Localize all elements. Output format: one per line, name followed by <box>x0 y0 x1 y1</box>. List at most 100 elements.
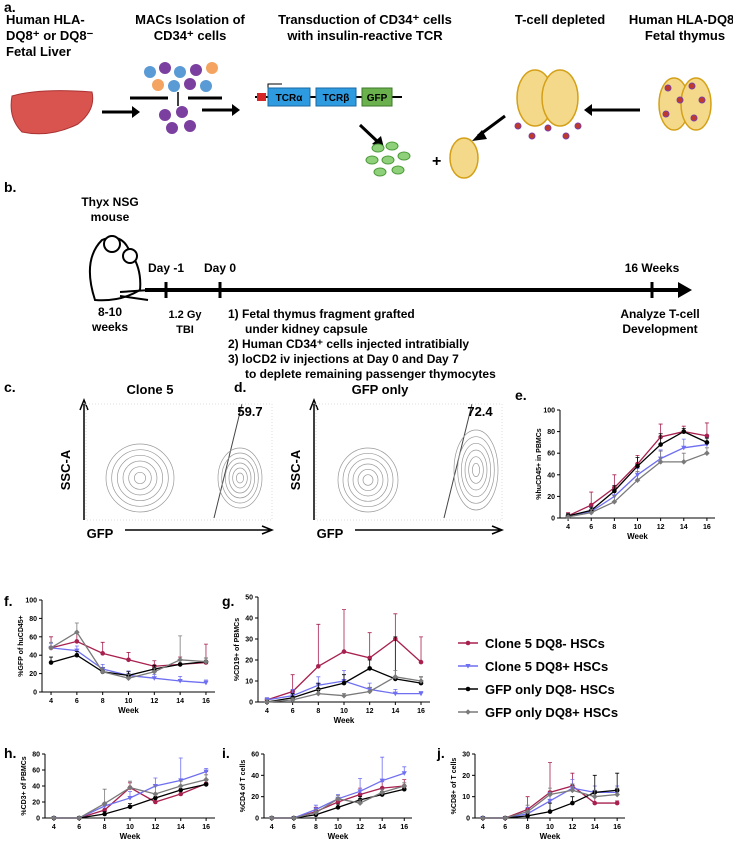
x-tick-label: 8 <box>101 698 105 705</box>
y-tick-label: 80 <box>32 752 40 759</box>
x-tick-label: 16 <box>417 708 425 715</box>
marker <box>465 664 471 669</box>
endpoint: Analyze T-cell <box>620 307 699 321</box>
marker <box>203 680 209 686</box>
panel-label: d. <box>234 379 246 395</box>
y-tick-label: 40 <box>547 472 555 479</box>
x-tick-label: 12 <box>356 824 364 831</box>
x-tick-label: 8 <box>612 524 616 531</box>
y-tick-label: 30 <box>462 752 470 759</box>
marker <box>48 660 54 665</box>
step-text: Transduction of CD34⁺ cells <box>278 12 452 27</box>
y-tick-label: 0 <box>466 816 470 823</box>
endpoint: Development <box>622 322 697 336</box>
contour <box>468 456 484 484</box>
y-axis-label: %CD8+ of T cells <box>451 758 458 815</box>
x-tick-label: 16 <box>400 824 408 831</box>
marker <box>102 811 107 817</box>
marker <box>635 463 640 469</box>
fetal-thymus <box>680 77 712 131</box>
y-axis-label: %CD4 of T cells <box>240 760 247 813</box>
marker <box>127 796 133 801</box>
x-axis-label: Week <box>334 716 355 725</box>
panel-label: c. <box>4 379 16 395</box>
y-tick-label: 80 <box>29 616 37 623</box>
contour <box>471 462 481 478</box>
panel-label: i. <box>222 745 230 761</box>
gene-label: GFP <box>367 93 388 104</box>
marker <box>611 499 618 505</box>
panel-label: j. <box>436 745 445 761</box>
x-axis-label: Week <box>118 706 139 715</box>
contour <box>111 449 169 507</box>
x-tick-label: 6 <box>77 824 81 831</box>
protocol-step: under kidney capsule <box>245 322 368 336</box>
plus-sign: + <box>432 153 441 170</box>
step-text: Fetal Liver <box>6 44 71 59</box>
marker <box>203 782 209 787</box>
marker <box>401 786 407 792</box>
x-tick-label: 4 <box>265 708 269 715</box>
contour <box>464 449 488 491</box>
x-tick-label: 6 <box>503 824 507 831</box>
marker <box>127 784 133 791</box>
marker <box>102 807 107 813</box>
y-tick-label: 20 <box>547 494 555 501</box>
y-tick-label: 20 <box>462 773 470 780</box>
gate-value: 72.4 <box>467 404 493 419</box>
marker <box>480 815 486 821</box>
error-bar <box>615 772 620 791</box>
panel-label: g. <box>222 593 234 609</box>
protocol-step: 1) Fetal thymus fragment grafted <box>228 307 415 321</box>
marker <box>315 690 322 697</box>
error-bar <box>367 632 372 658</box>
y-tick-label: 0 <box>33 690 37 697</box>
marker <box>177 662 183 667</box>
marker <box>178 787 184 793</box>
x-tick-label: 8 <box>314 824 318 831</box>
marker <box>547 791 553 798</box>
x-tick-label: 8 <box>316 708 320 715</box>
axis-arrow <box>355 525 505 535</box>
x-tick-label: 6 <box>75 698 79 705</box>
error-bar <box>358 778 363 792</box>
marker <box>48 645 54 651</box>
marker <box>401 783 408 789</box>
flow-title: GFP only <box>352 382 410 397</box>
legend-label: GFP only DQ8- HSCs <box>485 682 615 697</box>
x-tick-label: 4 <box>481 824 485 831</box>
marker <box>465 709 471 715</box>
contour <box>116 454 164 502</box>
marker <box>681 429 687 434</box>
flow-frame <box>315 403 503 521</box>
contour <box>235 472 245 484</box>
x-tick-label: 10 <box>634 524 642 531</box>
step-text: DQ8⁺ or DQ8⁻ <box>6 28 94 43</box>
x-tick-label: 12 <box>366 708 374 715</box>
error-bar <box>592 774 597 793</box>
x-tick-label: 10 <box>340 708 348 715</box>
marker <box>379 778 385 784</box>
error-bar <box>178 635 183 660</box>
marker <box>366 688 373 695</box>
y-tick-label: 60 <box>547 451 555 458</box>
y-tick-label: 40 <box>251 773 259 780</box>
x-tick-label: 16 <box>613 824 621 831</box>
marker <box>680 459 687 465</box>
x-axis-label: Week <box>328 832 349 841</box>
y-tick-label: 0 <box>255 816 259 823</box>
marker <box>127 804 133 810</box>
marker <box>153 799 158 805</box>
marker <box>99 668 106 675</box>
timepoint: Day 0 <box>204 261 236 275</box>
step-text: T-cell depleted <box>515 12 605 27</box>
marker <box>569 787 576 794</box>
marker <box>316 664 321 669</box>
arrow-head <box>584 104 592 116</box>
x-tick-label: 10 <box>126 824 134 831</box>
axis-arrow <box>309 397 319 520</box>
marker <box>74 629 80 635</box>
tbi-label: TBI <box>176 324 194 336</box>
marker <box>313 809 319 816</box>
